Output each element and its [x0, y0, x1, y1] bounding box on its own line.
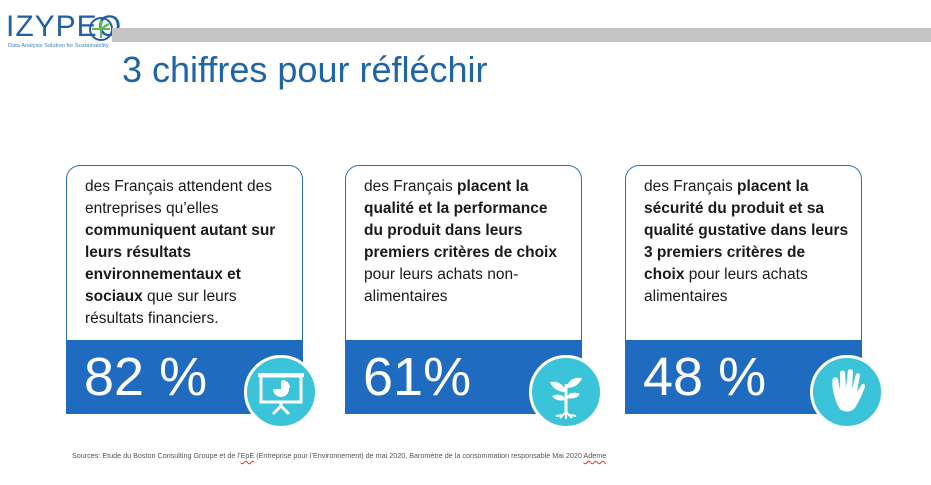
stat-band-3: 48 %: [625, 340, 862, 414]
text-segment: des Français attendent des entreprises q…: [85, 178, 272, 217]
badge-1: [244, 355, 318, 429]
sources-text: Sources: Etude du Boston Consulting Grou…: [72, 451, 241, 460]
text-segment-bold: placent la sécurité du produit et sa qua…: [644, 178, 849, 283]
page-title: 3 chiffres pour réfléchir: [122, 49, 488, 90]
stat-card-text: des Français placent la qualité et la pe…: [364, 176, 569, 308]
presentation-chart-icon: [258, 373, 304, 416]
text-segment-bold: communiquent autant sur leurs résultats …: [85, 222, 276, 305]
sources-text: (Entreprise pour l’Environnement) de mai…: [254, 451, 584, 460]
text-segment: des Français: [644, 178, 738, 195]
stat-card-3: des Français placent la sécurité du prod…: [625, 165, 862, 340]
text-segment: pour leurs achats non-alimentaires: [364, 266, 519, 305]
sources-epe: EpE: [240, 451, 255, 460]
stat-card-text: des Français placent la sécurité du prod…: [644, 176, 849, 308]
header-bar: [112, 28, 931, 42]
hand-print-icon: [832, 369, 865, 412]
stat-value: 48 %: [643, 347, 767, 407]
sources-ademe: Ademe: [583, 451, 607, 460]
stat-card-1: des Français attendent des entreprises q…: [66, 165, 303, 340]
logo-tagline: Data Analysis Solution for Sustainabilit…: [8, 43, 109, 49]
text-segment: que sur leurs résultats financiers.: [85, 288, 237, 327]
sprout-plant-icon: [550, 377, 582, 419]
stat-card-2: des Français placent la qualité et la pe…: [345, 165, 582, 340]
badge-2: [529, 355, 603, 429]
stat-value: 82 %: [84, 347, 208, 407]
sources-footnote: Sources: Etude du Boston Consulting Grou…: [72, 451, 606, 460]
logo: IZYPEO Data Analysis Solution for Sustai…: [6, 10, 121, 58]
stat-value: 61%: [363, 347, 472, 407]
text-segment: des Français: [364, 178, 458, 195]
badge-3: [810, 355, 884, 429]
text-segment: pour leurs achats alimentaires: [644, 266, 808, 305]
leaf-cross-logo-icon: [89, 17, 113, 41]
stat-card-text: des Français attendent des entreprises q…: [85, 176, 290, 330]
text-segment-bold: placent la qualité et la performance du …: [364, 178, 557, 261]
